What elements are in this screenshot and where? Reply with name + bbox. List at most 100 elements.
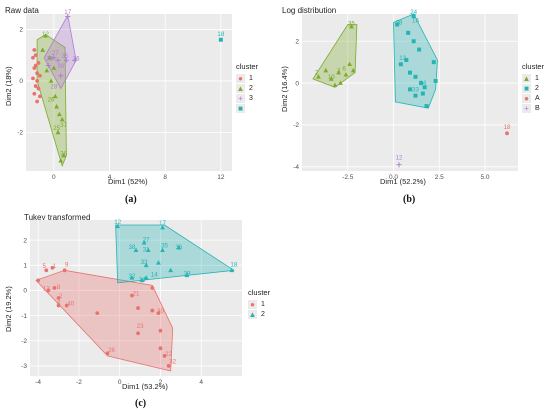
data-point <box>166 364 171 368</box>
legend-label: 2 <box>249 84 253 92</box>
data-point <box>50 265 55 270</box>
data-point <box>35 99 40 104</box>
data-point <box>162 353 167 358</box>
point-label: 32 <box>128 273 135 280</box>
point-label: 34 <box>419 80 426 87</box>
data-point <box>45 62 51 69</box>
legend-key-icon: ▲ <box>248 309 257 319</box>
point-label: 35 <box>161 243 168 250</box>
legend-key-icon: ■ <box>522 83 531 93</box>
y-axis-label: Dim2 (18%) <box>4 66 13 106</box>
point-label: 26 <box>108 347 115 354</box>
data-point <box>343 72 349 77</box>
legend-entry: ● 1 <box>248 299 270 309</box>
y-tick-label: 0 <box>19 78 23 85</box>
x-tick-label: 0 <box>52 174 56 181</box>
point-label: 9 <box>65 262 69 269</box>
data-point <box>61 152 66 158</box>
point-label: 34 <box>139 277 146 284</box>
point-label: 2 <box>315 70 319 77</box>
data-point <box>95 311 100 315</box>
point-label: 12 <box>396 154 403 161</box>
data-point <box>54 104 60 109</box>
legend-key-icon: ● <box>236 73 245 83</box>
point-label: 30 <box>157 308 164 315</box>
data-point <box>56 303 61 308</box>
x-tick-label: 2 <box>159 379 163 386</box>
point-label: 37 <box>60 122 67 129</box>
data-point <box>58 158 64 163</box>
data-point <box>395 22 400 27</box>
legend-entry: ■ 2 <box>522 83 544 93</box>
data-point <box>408 87 412 92</box>
plot-background <box>26 14 232 171</box>
data-point <box>156 260 161 265</box>
data-point <box>433 78 438 83</box>
legend-entry: ▲ 1 <box>522 73 544 83</box>
legend-entry: + B <box>522 103 544 113</box>
point-label: 2 <box>59 293 63 300</box>
point-label: 25 <box>53 125 60 132</box>
data-point <box>158 346 163 351</box>
data-point <box>420 91 425 96</box>
panel-caption: (a) <box>125 194 137 205</box>
legend-a: cluster ● 1 ▲ 2 +3 ■ <box>236 62 258 113</box>
data-point <box>424 104 429 109</box>
legend-entry: +3 <box>236 93 258 103</box>
data-point <box>33 63 38 68</box>
legend-key-icon: ▲ <box>236 83 245 93</box>
data-point <box>176 245 182 250</box>
data-point <box>184 272 190 278</box>
point-label: 33 <box>412 86 419 93</box>
data-point <box>64 303 69 308</box>
point-label: 39 <box>46 55 53 62</box>
data-point <box>413 93 418 98</box>
x-tick-label: -4 <box>35 379 41 386</box>
panel-caption: (b) <box>403 194 416 205</box>
legend-entry: ● 1 <box>236 73 258 83</box>
chart-title: Raw data <box>5 6 39 15</box>
data-point <box>35 79 40 83</box>
legend-key-icon: ■ <box>236 103 245 113</box>
legend-key-icon: ● <box>248 299 257 309</box>
data-point <box>58 73 64 79</box>
legend-label: 1 <box>249 74 253 82</box>
data-point <box>431 60 436 65</box>
point-label: 18 <box>504 124 511 131</box>
point-label: 38 <box>60 151 67 158</box>
data-point <box>44 268 49 273</box>
data-point <box>36 86 41 91</box>
data-point <box>158 328 163 333</box>
y-tick-label: -4 <box>293 164 299 171</box>
point-label: 23 <box>137 323 144 330</box>
x-tick-label: 2.5 <box>435 174 444 181</box>
data-point <box>51 65 57 70</box>
point-label: 30 <box>57 63 64 70</box>
data-point <box>136 306 140 310</box>
legend-key-icon: + <box>522 103 531 113</box>
cluster-hull-2 <box>393 13 438 109</box>
x-tick-label: 0 <box>118 379 122 386</box>
point-label: 22 <box>165 351 172 358</box>
legend-label: 3 <box>249 94 253 102</box>
legend-key-icon: ● <box>522 93 531 103</box>
point-label: 36 <box>73 55 80 62</box>
data-point <box>32 91 37 96</box>
data-point <box>31 76 35 81</box>
y-tick-label: -2 <box>21 338 27 345</box>
point-label: 1 <box>53 263 57 270</box>
point-label: 12 <box>114 219 121 226</box>
point-label: 36 <box>175 244 182 251</box>
legend-entry: ▲ 2 <box>236 83 258 93</box>
x-tick-label: 5.0 <box>481 174 490 181</box>
point-label: 21 <box>133 290 140 297</box>
data-point <box>328 76 334 81</box>
legend-entry: ● A <box>522 93 544 103</box>
data-point <box>350 67 356 73</box>
point-label: 35 <box>62 53 69 60</box>
data-point <box>40 47 46 52</box>
data-point <box>129 275 135 280</box>
data-point <box>408 70 412 75</box>
data-point <box>396 162 402 168</box>
